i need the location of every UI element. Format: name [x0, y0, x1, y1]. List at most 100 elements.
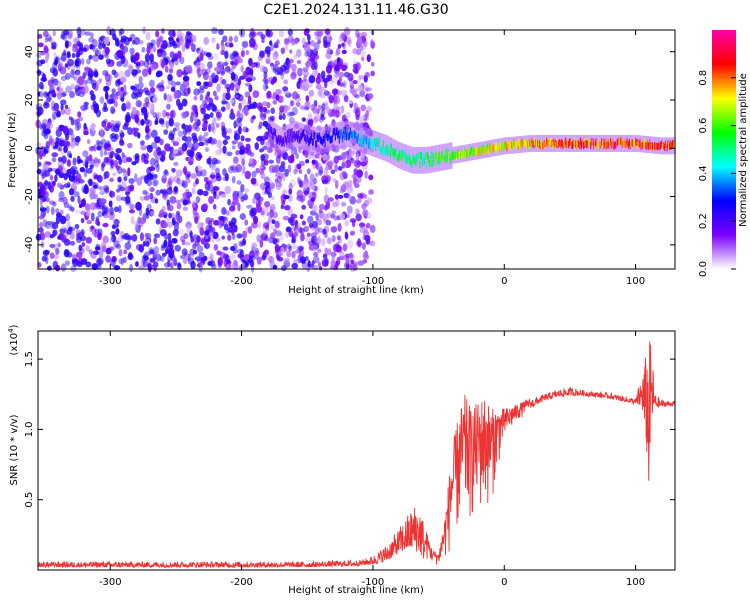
- spectrogram-cell: [244, 110, 249, 116]
- spectrogram-cell: [435, 151, 437, 159]
- spectrogram-cell: [224, 65, 231, 73]
- spectrogram-cell: [75, 177, 81, 185]
- spectrogram-cell: [582, 137, 584, 146]
- spectrogram-cell: [222, 139, 228, 145]
- spectrogram-cell: [240, 183, 245, 193]
- spectrogram-cell: [357, 84, 363, 92]
- spectrogram-cell: [58, 190, 65, 200]
- spectrogram-cell: [277, 95, 284, 104]
- spectrogram-cell: [275, 88, 282, 96]
- spectrogram-cell: [397, 154, 400, 162]
- spectrogram-cell: [431, 145, 433, 173]
- spectrogram-cell: [505, 143, 508, 151]
- spectrogram-cell: [251, 115, 256, 120]
- spectrogram-cell: [360, 125, 362, 153]
- spectrogram-cell: [419, 147, 422, 174]
- spectrogram-cell: [113, 240, 120, 248]
- spectrogram-cell: [76, 26, 82, 36]
- spectrogram-cell: [123, 36, 130, 46]
- spectrogram-cell: [295, 132, 297, 140]
- spectrogram-cell: [109, 236, 114, 244]
- spectrogram-cell: [149, 87, 156, 93]
- spectrogram-cell: [359, 125, 361, 152]
- spectrogram-cell: [226, 101, 231, 110]
- spectrogram-cell: [309, 52, 316, 60]
- spectrogram-cell: [595, 138, 597, 146]
- spectrogram-cell: [621, 140, 623, 148]
- spectrogram-cell: [332, 88, 338, 96]
- spectrogram-cell: [306, 186, 310, 195]
- spectrogram-cell: [42, 30, 49, 38]
- spectrogram-cell: [296, 48, 302, 58]
- spectrogram-cell: [530, 138, 532, 146]
- spectrogram-cell: [143, 60, 150, 68]
- spectrogram-cell: [334, 194, 339, 200]
- spectrogram-cell: [284, 44, 289, 51]
- spectrogram-cell: [56, 80, 62, 88]
- spectrogram-cell: [455, 151, 457, 159]
- spectrogram-cell: [361, 56, 365, 62]
- spectrogram-cell: [181, 44, 186, 53]
- spectrogram-cell: [203, 81, 209, 87]
- spectrogram-cell: [353, 108, 360, 114]
- spectrogram-cell: [666, 144, 668, 152]
- spectrogram-cell: [153, 233, 161, 239]
- spectrogram-cell: [291, 238, 296, 244]
- spectrogram-cell: [354, 94, 360, 99]
- spectrogram-cell: [627, 140, 629, 148]
- spectrogram-cell: [129, 209, 135, 214]
- spectrogram-cell: [307, 113, 313, 120]
- spectrogram-cell: [51, 221, 59, 230]
- spectrogram-cell: [311, 182, 316, 190]
- spectrogram-cell: [284, 131, 286, 140]
- spectrogram-cell: [132, 39, 136, 45]
- spectrogram-cell: [620, 137, 622, 145]
- spectrogram-cell: [560, 141, 562, 149]
- spectrogram-cell: [407, 154, 409, 162]
- spectrogram-cell: [213, 219, 220, 226]
- spectrogram-cell: [427, 146, 429, 174]
- spectrogram-cell: [359, 130, 361, 138]
- spectrogram-cell: [99, 198, 106, 204]
- spectrogram-cell: [83, 101, 89, 106]
- spectrogram-cell: [336, 256, 341, 266]
- spectrogram-cell: [164, 56, 171, 64]
- spectrogram-cell: [356, 136, 359, 144]
- spectrogram-cell: [533, 140, 535, 149]
- spectrogram-cell: [438, 151, 441, 159]
- spectrogram-cell: [348, 253, 356, 261]
- spectrogram-cell: [434, 154, 436, 162]
- spectrogram-cell: [157, 48, 164, 54]
- spectrogram-cell: [357, 193, 364, 200]
- spectrogram-cell: [120, 196, 128, 201]
- spectrogram-cell: [273, 44, 279, 49]
- spectrogram-cell: [251, 31, 257, 37]
- spectrogram-cell: [653, 143, 655, 151]
- spectrogram-cell: [157, 36, 162, 42]
- spectrogram-cell: [134, 114, 140, 124]
- spectrogram-cell: [190, 43, 196, 53]
- spectrogram-cell: [52, 78, 59, 86]
- spectrogram-cell: [419, 152, 422, 160]
- x-tick-label: -100: [362, 276, 385, 287]
- spectrogram-cell: [525, 139, 527, 147]
- spectrogram-cell: [191, 187, 196, 195]
- spectrogram-cell: [307, 260, 311, 268]
- spectrogram-cell: [144, 127, 151, 133]
- spectrogram-cell: [196, 68, 200, 74]
- spectrogram-cell: [324, 126, 326, 153]
- spectrogram-cell: [310, 39, 315, 47]
- spectrogram-cell: [296, 176, 301, 184]
- spectrogram-cell: [262, 230, 268, 236]
- spectrogram-cell: [194, 118, 201, 127]
- spectrogram-cell: [133, 114, 140, 122]
- spectrogram-cell: [338, 71, 345, 78]
- spectrogram-cell: [172, 127, 177, 132]
- spectrogram-cell: [453, 152, 455, 161]
- spectrogram-cell: [161, 252, 167, 257]
- spectrogram-cell: [540, 139, 542, 148]
- spectrogram-cell: [280, 47, 286, 55]
- spectrogram-cell: [163, 194, 168, 201]
- spectrogram-cell: [609, 138, 612, 146]
- spectrogram-cell: [544, 139, 546, 148]
